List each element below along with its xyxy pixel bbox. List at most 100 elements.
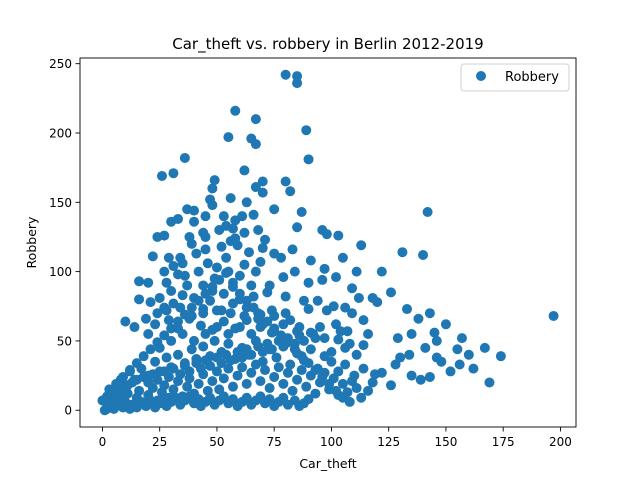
data-point xyxy=(159,380,170,391)
data-point xyxy=(342,326,353,337)
data-point xyxy=(257,176,268,187)
data-point xyxy=(456,333,467,344)
data-point xyxy=(143,328,154,339)
data-point xyxy=(111,378,122,389)
data-point xyxy=(227,381,238,392)
data-point xyxy=(280,308,291,319)
data-point xyxy=(424,371,435,382)
data-point xyxy=(326,347,337,358)
data-point xyxy=(347,308,358,319)
data-point xyxy=(257,187,268,198)
data-point xyxy=(328,301,339,312)
data-point xyxy=(314,322,325,333)
y-tick-label: 0 xyxy=(64,404,72,418)
data-point xyxy=(415,374,426,385)
data-point xyxy=(340,302,351,313)
data-point xyxy=(166,323,177,334)
data-point xyxy=(463,349,474,360)
legend-box xyxy=(460,63,570,92)
legend-label: Robbery xyxy=(505,70,559,85)
data-point xyxy=(303,277,314,288)
data-point xyxy=(310,388,321,399)
data-point xyxy=(154,292,165,303)
data-point xyxy=(333,334,344,345)
data-point xyxy=(246,349,257,360)
data-point xyxy=(239,310,250,321)
data-point xyxy=(163,371,174,382)
data-point xyxy=(166,286,177,297)
data-point xyxy=(413,313,424,324)
data-point xyxy=(429,327,440,338)
data-point xyxy=(186,302,197,313)
data-point xyxy=(168,363,179,374)
data-point xyxy=(147,251,158,262)
data-point xyxy=(273,362,284,373)
data-point xyxy=(287,385,298,396)
data-point xyxy=(452,344,463,355)
x-tick-label: 150 xyxy=(434,435,457,449)
data-point xyxy=(168,168,179,179)
data-point xyxy=(289,266,300,277)
data-point xyxy=(484,377,495,388)
data-point xyxy=(198,308,209,319)
x-tick-label: 175 xyxy=(492,435,515,449)
data-point xyxy=(303,154,314,165)
data-point xyxy=(285,359,296,370)
data-point xyxy=(335,326,346,337)
data-point xyxy=(454,359,465,370)
data-point xyxy=(285,186,296,197)
data-point xyxy=(292,71,303,82)
data-point xyxy=(356,240,367,251)
data-point xyxy=(218,373,229,384)
data-point xyxy=(184,366,195,377)
data-point xyxy=(420,342,431,353)
data-point xyxy=(303,358,314,369)
data-point xyxy=(143,277,154,288)
y-axis-ticks: 0 50 100 150 200 250 xyxy=(49,57,80,418)
data-point xyxy=(344,396,355,407)
data-point xyxy=(175,302,186,313)
data-point xyxy=(218,316,229,327)
data-point xyxy=(211,322,222,333)
data-point xyxy=(189,335,200,346)
chart-title: Car_theft vs. robbery in Berlin 2012-201… xyxy=(172,35,483,54)
data-point xyxy=(156,170,167,181)
data-point xyxy=(152,374,163,385)
data-point xyxy=(406,328,417,339)
data-point xyxy=(193,295,204,306)
data-point xyxy=(431,335,442,346)
data-point xyxy=(292,78,303,89)
data-point xyxy=(198,341,209,352)
data-point xyxy=(319,263,330,274)
x-tick-label: 50 xyxy=(209,435,224,449)
data-point xyxy=(248,302,259,313)
data-point xyxy=(445,366,456,377)
data-point xyxy=(207,281,218,292)
data-point xyxy=(195,363,206,374)
data-point xyxy=(118,371,129,382)
data-point xyxy=(440,319,451,330)
data-point xyxy=(424,308,435,319)
data-point xyxy=(266,344,277,355)
data-point xyxy=(198,227,209,238)
data-point xyxy=(303,394,314,405)
data-point xyxy=(280,176,291,187)
data-point xyxy=(134,385,145,396)
data-point xyxy=(244,247,254,258)
data-point xyxy=(154,342,165,353)
data-point xyxy=(205,360,216,371)
data-point xyxy=(211,305,222,316)
data-point xyxy=(376,266,387,277)
data-point xyxy=(234,322,245,333)
data-point xyxy=(397,247,408,258)
x-axis-ticks: 0 25 50 75 100 125 150 175 200 xyxy=(99,427,572,449)
data-point xyxy=(495,351,506,362)
data-point xyxy=(404,349,415,360)
data-point xyxy=(253,313,264,324)
data-point xyxy=(227,223,238,234)
data-point xyxy=(250,182,261,193)
data-point xyxy=(207,200,218,211)
data-point xyxy=(177,328,188,339)
